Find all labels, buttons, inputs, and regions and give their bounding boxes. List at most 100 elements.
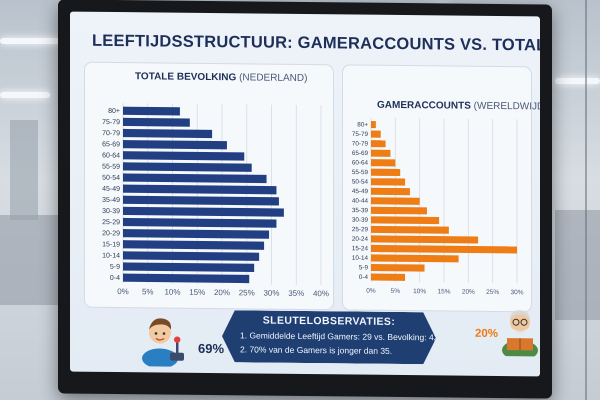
gamer-category-label: 70-79: [352, 140, 369, 147]
office-desk: [555, 210, 600, 320]
gamer-category-label: 60-64: [352, 159, 369, 166]
gamer-category-label: 5-9: [359, 264, 369, 271]
gamer-bar: [371, 244, 517, 254]
gamer-category-label: 10-14: [352, 255, 369, 262]
population-bar: [123, 229, 270, 239]
gamer-bar: [371, 168, 401, 177]
population-x-tick-label: 40%: [313, 289, 329, 298]
gamer-category-label: 80+: [357, 121, 368, 128]
gamer-category-label: 20-24: [352, 236, 369, 243]
gamer-bar: [371, 159, 396, 167]
population-bar: [123, 106, 180, 116]
population-x-tick-label: 30%: [263, 289, 279, 298]
population-category-label: 10-14: [102, 253, 120, 260]
gamer-category-label: 25-29: [352, 226, 369, 233]
population-bar: [123, 140, 227, 150]
population-category-label: 25-29: [102, 219, 120, 226]
gamer-x-tick-label: 20%: [462, 289, 475, 296]
gamer-category-label: 50-54: [352, 179, 369, 186]
population-category-label: 15-19: [102, 241, 120, 248]
elderly-reader-icon: [502, 310, 538, 357]
population-category-label: 35-49: [102, 197, 120, 204]
population-category-label: 45-49: [102, 186, 120, 193]
gamer-bar: [371, 206, 427, 215]
gamer-bar: [371, 254, 459, 263]
gamer-bar: [371, 149, 391, 157]
gamer-category-label: 15-24: [352, 245, 369, 252]
gamer-category-label: 65-69: [352, 150, 369, 157]
population-bar: [123, 217, 277, 228]
population-bar: [123, 184, 277, 195]
gamer-bar: [371, 263, 425, 272]
population-x-tick-label: 25%: [239, 288, 255, 297]
gamer-bar: [371, 121, 376, 129]
screen: LEEFTIJDSSTRUCTUUR: GAMERACCOUNTS VS. TO…: [70, 11, 540, 377]
population-chart-panel: TOTALE BEVOLKING (NEDERLAND) 0% 5% 10% 15% 2…: [84, 61, 334, 311]
gamer-category-label: 40-44: [352, 198, 369, 205]
population-category-label: 20-29: [102, 230, 120, 237]
population-x-tick-label: 0%: [117, 287, 129, 296]
gamer-chart-panel: GAMERACCOUNTS (WERELDWIJD) 0% 5% 10% 15% 20%…: [342, 64, 540, 313]
population-category-label: 75-79: [102, 119, 120, 126]
gamer-category-label: 0-4: [359, 274, 369, 281]
gamer-category-label: 35-39: [352, 207, 369, 214]
gamer-x-tick-label: 0%: [366, 288, 376, 295]
gamer-age-chart: 0% 5% 10% 15% 20% 25% 30% 80+ 75-79 70-79 65-69 60-…: [352, 117, 524, 296]
gamer-category-label: 75-79: [352, 131, 369, 138]
ceiling-light: [0, 92, 50, 98]
population-category-label: 70-79: [102, 130, 120, 137]
key-observations-box: SLEUTELOBSERVATIES: 1. Gemiddelde Leefti…: [222, 310, 436, 364]
population-bar: [123, 162, 252, 172]
population-category-label: 80+: [108, 108, 120, 115]
population-x-tick-label: 20%: [214, 288, 230, 297]
population-bar: [123, 251, 260, 261]
gamer-category-label: 55-59: [352, 169, 369, 176]
population-bar: [123, 240, 265, 250]
gamer-x-tick-label: 30%: [510, 289, 523, 296]
population-bar: [123, 273, 250, 284]
population-category-label: 0-4: [110, 275, 120, 282]
population-x-tick-label: 35%: [288, 289, 304, 298]
gamer-bar: [371, 235, 479, 244]
gamer-stat-value: 69%: [198, 340, 225, 357]
population-x-tick-label: 10%: [164, 288, 180, 297]
gamer-x-tick-label: 5%: [391, 288, 401, 295]
page-title: LEEFTIJDSSTRUCTUUR: GAMERACCOUNTS VS. TO…: [92, 31, 540, 56]
population-category-label: 5-9: [110, 264, 120, 271]
ceiling-light: [555, 78, 600, 84]
gamer-bar: [371, 130, 381, 138]
population-bar: [123, 173, 267, 184]
population-x-tick-label: 15%: [189, 288, 205, 297]
glass-partition: [585, 0, 587, 400]
gamer-x-tick-label: 25%: [486, 289, 499, 296]
population-bar: [123, 262, 255, 273]
gamer-x-tick-label: 10%: [413, 288, 426, 295]
population-category-label: 65-69: [102, 141, 120, 148]
gamer-bar: [371, 216, 440, 225]
gamer-bar: [371, 187, 410, 196]
gamer-bar: [371, 140, 386, 148]
gamer-category-label: 30-39: [352, 217, 369, 224]
gamer-bar: [371, 225, 449, 234]
display-monitor: LEEFTIJDSSTRUCTUUR: GAMERACCOUNTS VS. TO…: [58, 0, 552, 399]
ceiling-light: [0, 38, 60, 44]
observation-item: 2. 70% van de Gamers is jonger dan 35.: [240, 344, 393, 356]
gamer-bar: [371, 178, 406, 186]
population-bar: [123, 128, 213, 139]
population-bar: [123, 151, 245, 161]
gamer-category-label: 45-49: [352, 188, 369, 195]
population-category-label: 30-39: [102, 208, 120, 215]
observation-item: 1. Gemiddelde Leeftijd Gamers: 29 vs. Be…: [240, 330, 441, 343]
office-desk: [0, 215, 60, 305]
population-bar: [123, 206, 284, 217]
observations-title: SLEUTELOBSERVATIES:: [262, 314, 396, 328]
population-pyramid-chart: 0% 5% 10% 15% 20% 25% 30% 35% 40% 80+ 75-79 70-79 65…: [102, 103, 329, 298]
population-bar: [123, 117, 190, 127]
gamer-bar: [371, 273, 406, 281]
office-wall: [10, 120, 38, 220]
population-category-label: 55-59: [102, 164, 120, 171]
population-bar: [123, 195, 279, 206]
population-x-tick-label: 5%: [142, 287, 154, 296]
elderly-stat-value: 20%: [475, 327, 499, 341]
